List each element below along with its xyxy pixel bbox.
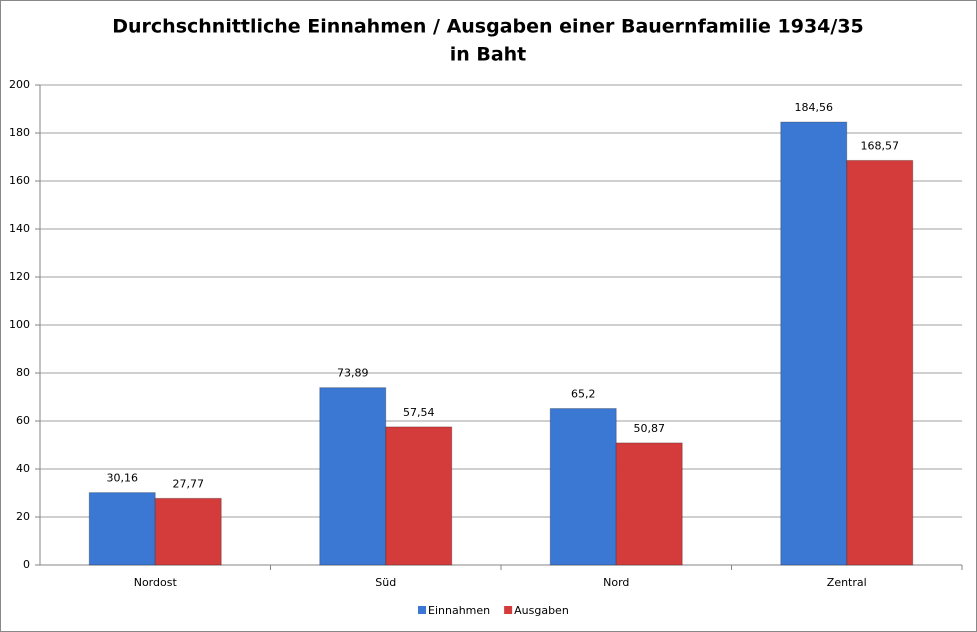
legend-swatch [504, 606, 513, 614]
chart-subtitle: in Baht [450, 44, 527, 66]
x-tick-label: Nordost [134, 576, 178, 589]
bar [846, 159, 914, 566]
x-tick-label: Süd [375, 576, 396, 589]
bar [549, 408, 617, 566]
bar [780, 121, 848, 566]
y-tick-label: 0 [23, 558, 30, 571]
y-tick-label: 60 [16, 414, 30, 427]
bar [319, 387, 387, 566]
y-tick-label: 160 [9, 174, 30, 187]
x-tick-label: Nord [603, 576, 629, 589]
y-tick-label: 80 [16, 366, 30, 379]
legend-swatch [418, 606, 426, 614]
value-label: 73,89 [337, 367, 369, 380]
value-label: 184,56 [795, 101, 834, 114]
y-tick-label: 100 [9, 318, 30, 331]
chart-title: Durchschnittliche Einnahmen / Ausgaben e… [112, 16, 864, 38]
y-tick-label: 120 [9, 270, 30, 283]
bar [154, 497, 222, 566]
value-label: 27,77 [173, 477, 205, 490]
value-label: 30,16 [107, 472, 139, 485]
bar [88, 492, 156, 566]
y-tick-label: 200 [9, 78, 30, 91]
legend-label: Einnahmen [428, 604, 490, 617]
legend-label: Ausgaben [514, 604, 569, 617]
y-tick-label: 180 [9, 126, 30, 139]
value-label: 168,57 [861, 139, 900, 152]
y-tick-label: 40 [16, 462, 30, 475]
bar [615, 442, 683, 566]
value-label: 50,87 [634, 422, 666, 435]
bar [385, 426, 453, 566]
y-tick-label: 20 [16, 510, 30, 523]
value-label: 57,54 [403, 406, 435, 419]
y-tick-label: 140 [9, 222, 30, 235]
x-tick-label: Zentral [827, 576, 867, 589]
value-label: 65,2 [571, 388, 596, 401]
